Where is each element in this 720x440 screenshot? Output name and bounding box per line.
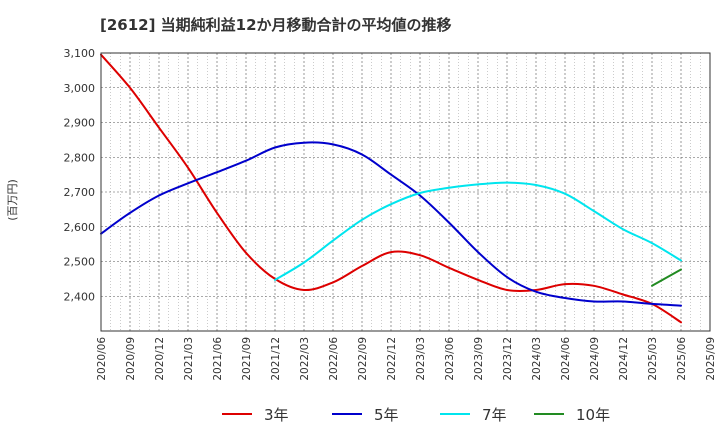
y-tick-label: 2,500 xyxy=(64,256,96,269)
x-tick-label: 2025/09 xyxy=(705,337,717,381)
y-tick-label: 2,800 xyxy=(64,151,96,164)
x-tick-label: 2021/03 xyxy=(183,337,195,381)
y-tick-label: 2,600 xyxy=(64,221,96,234)
x-tick-label: 2022/06 xyxy=(328,337,340,381)
x-tick-label: 2020/09 xyxy=(125,337,137,381)
y-tick-label: 2,700 xyxy=(64,186,96,199)
x-tick-label: 2023/12 xyxy=(502,337,514,381)
legend: 3年 5年 7年 10年 xyxy=(222,406,610,424)
chart-title: [2612] 当期純利益12か月移動合計の平均値の推移 xyxy=(100,16,452,34)
x-tick-label: 2025/06 xyxy=(676,337,688,381)
series-layer xyxy=(100,53,682,324)
x-tick-label: 2025/03 xyxy=(647,337,659,381)
x-tick-label: 2023/06 xyxy=(444,337,456,381)
y-tick-label: 2,400 xyxy=(64,290,96,303)
legend-label: 5年 xyxy=(374,406,399,424)
x-tick-label: 2024/09 xyxy=(589,337,601,381)
y-tick-label: 3,100 xyxy=(64,47,96,60)
x-tick-label: 2022/03 xyxy=(299,337,311,381)
x-tick-label: 2020/12 xyxy=(154,337,166,381)
x-tick-label: 2023/03 xyxy=(415,337,427,381)
x-tick-label: 2021/09 xyxy=(241,337,253,381)
x-tick-label: 2020/06 xyxy=(96,337,108,381)
x-tick-label: 2022/12 xyxy=(386,337,398,381)
y-axis-label: (百万円) xyxy=(6,179,19,221)
x-tick-label: 2024/03 xyxy=(531,337,543,381)
x-tick-label: 2023/09 xyxy=(473,337,485,381)
series-line-3 xyxy=(274,181,682,281)
x-tick-labels: 2020/06 2020/09 2020/12 2021/03 2021/06 2021/… xyxy=(96,337,717,381)
y-tick-label: 2,900 xyxy=(64,117,96,130)
x-tick-label: 2024/12 xyxy=(618,337,630,381)
y-tick-labels: 2,400 2,500 2,600 2,700 2,800 2,900 3,000 3,100 xyxy=(64,47,96,303)
legend-label: 3年 xyxy=(264,406,289,424)
series-line-4 xyxy=(651,268,682,287)
legend-label: 10年 xyxy=(576,406,610,424)
plot-frame xyxy=(100,52,711,332)
x-tick-label: 2021/12 xyxy=(270,337,282,381)
y-tick-label: 3,000 xyxy=(64,82,96,95)
series-line-2 xyxy=(100,141,682,307)
x-tick-label: 2021/06 xyxy=(212,337,224,381)
x-tick-label: 2022/09 xyxy=(357,337,369,381)
x-tick-label: 2024/06 xyxy=(560,337,572,381)
legend-label: 7年 xyxy=(482,406,507,424)
